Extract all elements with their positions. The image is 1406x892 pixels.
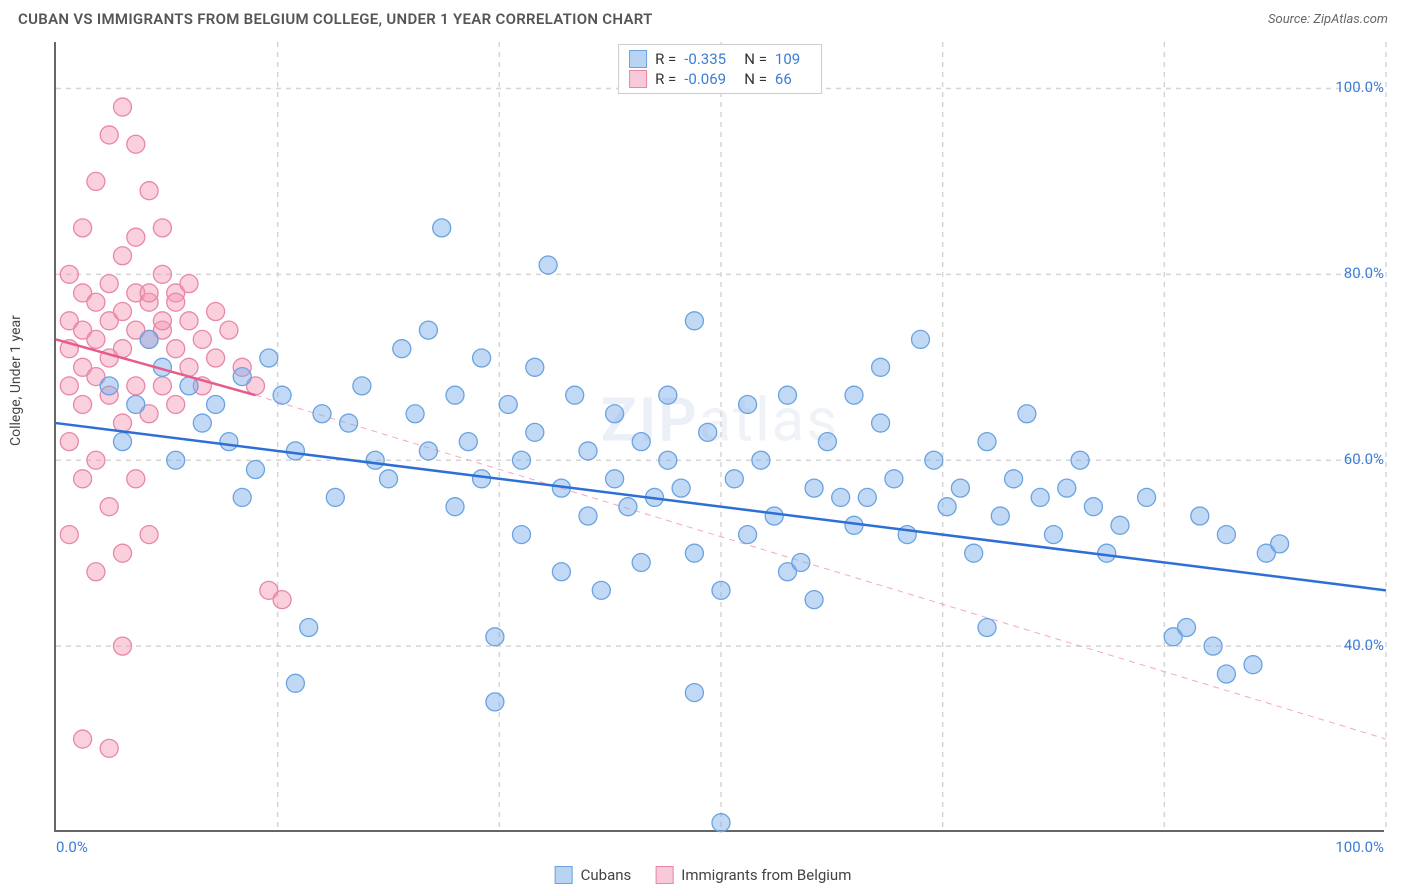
header: CUBAN VS IMMIGRANTS FROM BELGIUM COLLEGE… (18, 10, 1388, 28)
r-value: -0.069 (684, 70, 736, 88)
n-label: N = (744, 70, 767, 88)
chart-container: CUBAN VS IMMIGRANTS FROM BELGIUM COLLEGE… (0, 0, 1406, 892)
n-value: 66 (775, 70, 811, 88)
swatch-icon (555, 866, 573, 884)
r-value: -0.335 (684, 50, 736, 68)
swatch-icon (629, 50, 647, 68)
x-tick-label: 0.0% (56, 838, 88, 856)
swatch-icon (629, 70, 647, 88)
y-axis-label: College, Under 1 year (8, 315, 24, 446)
legend-stats-row: R = -0.069 N = 66 (629, 69, 811, 89)
y-tick-label: 40.0% (1344, 636, 1384, 654)
plot-area: ZIPatlas R =-0.335N =109R =-0.069N =66 (54, 42, 1384, 832)
r-label: R = (655, 50, 676, 68)
swatch-icon (655, 866, 673, 884)
r-label: R = (655, 70, 676, 88)
bottom-legend: Cubans Immigrants from Belgium (555, 866, 852, 884)
chart-svg-layer (56, 42, 1384, 830)
legend-label: Cubans (581, 866, 632, 884)
y-tick-label: 100.0% (1335, 78, 1384, 96)
legend-item: Immigrants from Belgium (655, 866, 851, 884)
source-label: Source: ZipAtlas.com (1268, 12, 1388, 27)
n-value: 109 (775, 50, 811, 68)
y-tick-label: 60.0% (1344, 450, 1384, 468)
legend-label: Immigrants from Belgium (681, 866, 851, 884)
legend-stats-row: R = -0.335 N = 109 (629, 49, 811, 69)
x-tick-label: 100.0% (1335, 838, 1384, 856)
legend-stats-box: R = -0.335 N = 109 R = -0.069 N = 66 (618, 44, 822, 94)
y-tick-label: 80.0% (1344, 264, 1384, 282)
chart-title: CUBAN VS IMMIGRANTS FROM BELGIUM COLLEGE… (18, 10, 653, 28)
n-label: N = (744, 50, 767, 68)
legend-item: Cubans (555, 866, 632, 884)
